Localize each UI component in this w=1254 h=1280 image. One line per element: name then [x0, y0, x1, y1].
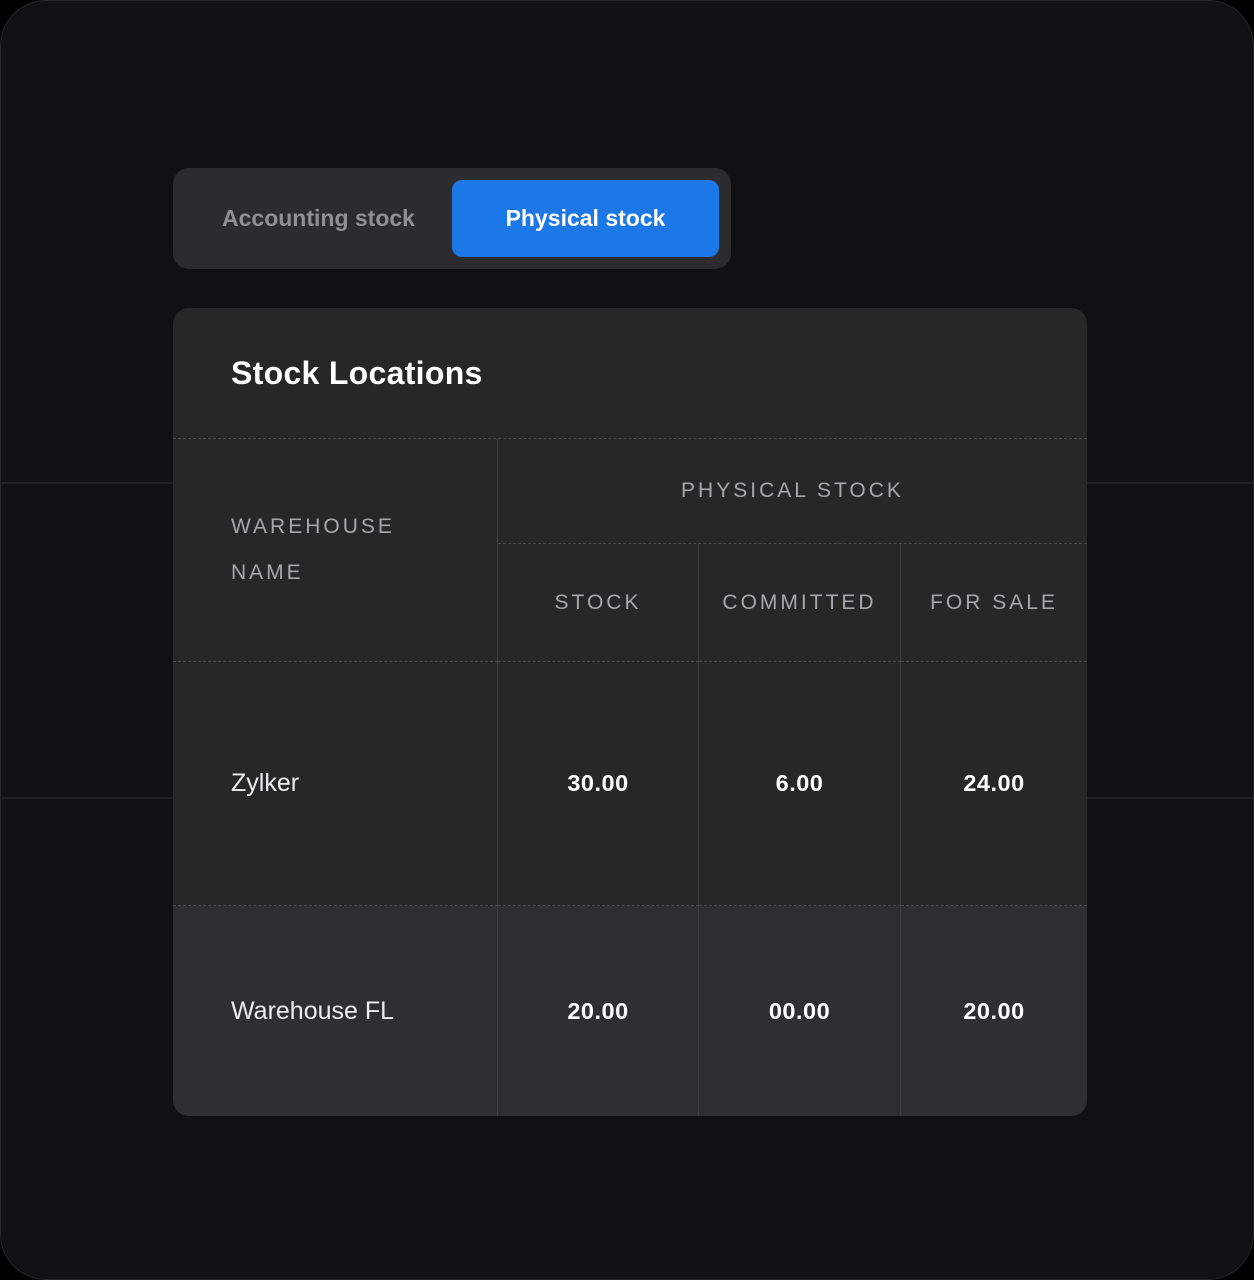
table-row-2-warehouse-name: Warehouse FL: [173, 906, 498, 1116]
table-row-1-stock-value: 30.00: [498, 662, 699, 906]
stock-locations-table: WAREHOUSE NAME PHYSICAL STOCK STOCK COMM…: [173, 438, 1087, 1116]
stock-locations-card: Stock Locations WAREHOUSE NAME PHYSICAL …: [173, 308, 1087, 1116]
table-row-1-committed-value: 6.00: [699, 662, 901, 906]
table-row-1-for-sale-value: 24.00: [901, 662, 1087, 906]
accounting-stock-tab[interactable]: Accounting stock: [222, 205, 415, 231]
table-row-1-warehouse-name: Zylker: [173, 662, 498, 906]
column-header-for-sale: FOR SALE: [901, 544, 1087, 662]
column-header-committed: COMMITTED: [699, 544, 901, 662]
column-header-warehouse-name: WAREHOUSE NAME: [173, 439, 498, 662]
group-header-physical-stock: PHYSICAL STOCK: [498, 439, 1087, 544]
column-header-stock: STOCK: [498, 544, 699, 662]
stock-type-toggle: Accounting stock Physical stock: [173, 168, 731, 269]
card-title: Stock Locations: [231, 354, 483, 391]
column-header-warehouse-name-label: WAREHOUSE NAME: [231, 515, 395, 584]
table-row-2-committed-value: 00.00: [699, 906, 901, 1116]
table-row-2-stock-value: 20.00: [498, 906, 699, 1116]
table-row-2-for-sale-value: 20.00: [901, 906, 1087, 1116]
physical-stock-tab[interactable]: Physical stock: [452, 180, 719, 257]
